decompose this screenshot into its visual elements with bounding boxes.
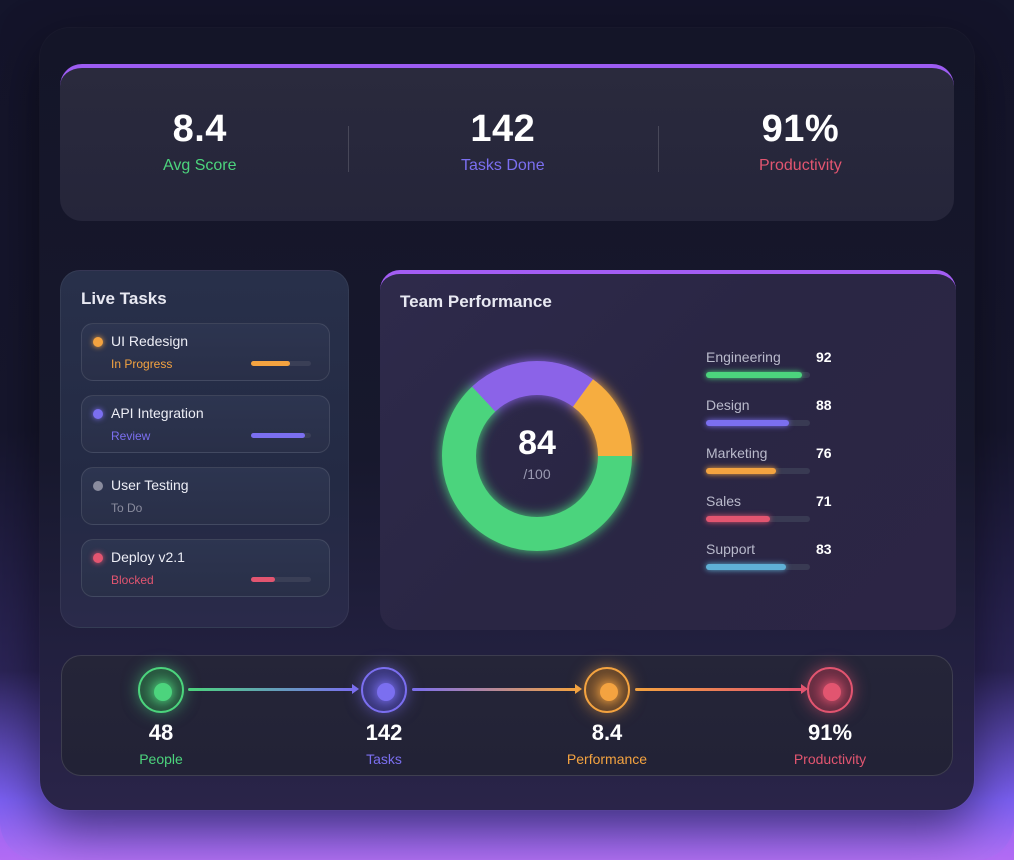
task-status: Review (111, 429, 151, 443)
tasks-node (361, 667, 407, 713)
department-bar-fill (706, 420, 789, 426)
task-progress-bar (251, 361, 311, 366)
department-name: Marketing (706, 445, 768, 461)
divider (658, 126, 659, 172)
donut-slice-2 (442, 361, 632, 551)
pipeline-value: 48 (148, 720, 174, 745)
task-card[interactable]: UI Redesign In Progress (81, 323, 330, 381)
department-name: Engineering (706, 349, 781, 365)
department-bar (706, 420, 810, 426)
donut-svg (442, 361, 632, 551)
task-progress-bar (251, 577, 311, 582)
pipeline-label: Performance (566, 751, 648, 767)
department-score: 71 (816, 493, 832, 509)
pipeline-value: 142 (365, 720, 403, 745)
pipeline-label: People (139, 751, 183, 767)
status-dot-icon (93, 409, 103, 419)
donut-slice-1 (442, 361, 632, 551)
donut-center: 84 /100 (430, 349, 644, 563)
node-core (600, 683, 618, 701)
status-dot-icon (93, 337, 103, 347)
task-status: To Do (111, 501, 143, 515)
stat-label: Tasks Done (461, 157, 545, 174)
stat-label: Avg Score (163, 157, 237, 174)
department-name: Design (706, 397, 750, 413)
pipeline-card: 48 People 142 Tasks 8.4 Performance 91% … (61, 655, 953, 776)
task-name: User Testing (111, 477, 189, 493)
stat-avg-score: 8.4 Avg Score (163, 108, 237, 175)
task-progress-bar (251, 433, 311, 438)
department-score: 76 (816, 445, 832, 461)
department-row: Design 88 (706, 397, 856, 437)
overall-score-max: /100 (523, 466, 551, 482)
performance-donut-chart: 84 /100 (430, 349, 644, 563)
stats-summary-card: 8.4 Avg Score 142 Tasks Done 91% Product… (60, 64, 954, 221)
department-row: Engineering 92 (706, 349, 856, 389)
node-core (823, 683, 841, 701)
performance-node (584, 667, 630, 713)
arrow-right-icon (352, 684, 359, 694)
department-row: Support 83 (706, 541, 856, 581)
status-dot-icon (93, 553, 103, 563)
task-name: UI Redesign (111, 333, 189, 349)
department-bar (706, 468, 810, 474)
team-performance-panel: Team Performance 84 /100 Engineering 92 … (380, 270, 956, 630)
live-tasks-panel: Live Tasks UI Redesign In Progress API I… (60, 270, 349, 628)
live-tasks-title: Live Tasks (81, 289, 167, 308)
pipeline-connector (412, 688, 577, 691)
pipeline-value: 8.4 (591, 720, 623, 745)
pipeline-label: Productivity (793, 751, 867, 767)
task-progress-fill (251, 577, 275, 582)
pipeline-connector (635, 688, 803, 691)
department-bar-fill (706, 468, 776, 474)
task-status: In Progress (111, 357, 173, 371)
task-name: API Integration (111, 405, 204, 421)
people-node (138, 667, 184, 713)
department-bar-fill (706, 372, 802, 378)
task-card[interactable]: User Testing To Do (81, 467, 330, 525)
node-core (377, 683, 395, 701)
arrow-right-icon (575, 684, 582, 694)
task-progress-fill (251, 361, 290, 366)
task-name: Deploy v2.1 (111, 549, 185, 565)
department-bar (706, 564, 810, 570)
team-performance-title: Team Performance (400, 292, 552, 311)
task-card[interactable]: API Integration Review (81, 395, 330, 453)
department-row: Marketing 76 (706, 445, 856, 485)
task-progress-fill (251, 433, 305, 438)
task-card[interactable]: Deploy v2.1 Blocked (81, 539, 330, 597)
department-score: 92 (816, 349, 832, 365)
department-name: Sales (706, 493, 742, 509)
department-score: 88 (816, 397, 832, 413)
stat-tasks-done: 142 Tasks Done (461, 108, 545, 175)
department-bar (706, 372, 810, 378)
stat-value: 91% (761, 108, 840, 150)
department-name: Support (706, 541, 756, 557)
department-bar-fill (706, 516, 770, 522)
department-bar (706, 516, 810, 522)
overall-score: 84 (518, 424, 556, 462)
pipeline-connector (188, 688, 354, 691)
stat-value: 142 (470, 108, 536, 150)
productivity-node (807, 667, 853, 713)
divider (348, 126, 349, 172)
stat-label: Productivity (759, 157, 842, 174)
department-row: Sales 71 (706, 493, 856, 533)
arrow-right-icon (801, 684, 808, 694)
pipeline-value: 91% (807, 720, 853, 745)
stat-productivity: 91% Productivity (759, 108, 842, 175)
stat-value: 8.4 (172, 108, 227, 150)
node-core (154, 683, 172, 701)
department-bar-fill (706, 564, 786, 570)
task-status: Blocked (111, 573, 154, 587)
department-score: 83 (816, 541, 832, 557)
status-dot-icon (93, 481, 103, 491)
pipeline-label: Tasks (366, 751, 402, 767)
